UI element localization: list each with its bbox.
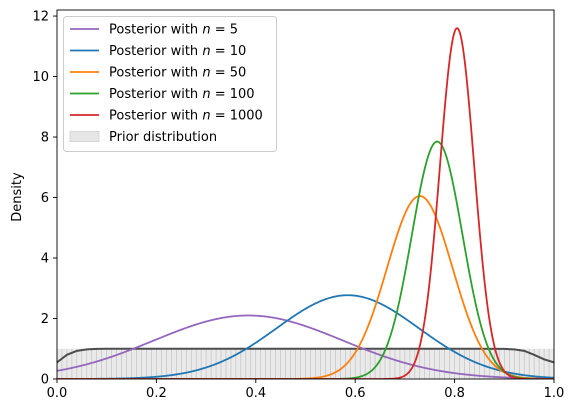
legend-label: Posterior with n = 100 xyxy=(109,87,255,102)
legend: Posterior with n = 5 Posterior with n = 1… xyxy=(63,16,277,152)
y-axis-label: Density xyxy=(10,172,25,222)
y-tick-label: 6 xyxy=(41,191,49,206)
posterior-line-n-100 xyxy=(57,140,554,379)
posterior-line-n-1000 xyxy=(57,27,554,379)
legend-label: Posterior with n = 50 xyxy=(109,66,246,81)
legend-box xyxy=(63,16,277,152)
y-tick-label: 8 xyxy=(41,131,49,146)
axes-frame xyxy=(56,9,555,380)
y-tick-label: 10 xyxy=(32,70,49,85)
legend-label: Posterior with n = 10 xyxy=(109,44,246,59)
y-tick-label: 12 xyxy=(32,10,49,25)
posterior-line-n-10 xyxy=(57,294,554,379)
x-tick-label: 0.8 xyxy=(444,386,465,401)
prior-hatch xyxy=(61,348,550,379)
y-tick-label: 0 xyxy=(41,373,49,388)
x-tick-label: 0.0 xyxy=(47,386,68,401)
legend-prior-swatch xyxy=(69,131,100,142)
x-tick-label: 0.4 xyxy=(245,386,266,401)
legend-label: Posterior with n = 5 xyxy=(109,23,238,38)
y-tick-label: 4 xyxy=(41,252,49,267)
axes: 0.0 0.2 0.4 0.6 0.8 1.0 0 2 4 6 8 10 12 xyxy=(32,10,564,401)
legend-label: Prior distribution xyxy=(109,130,217,145)
prior-line xyxy=(56,347,555,364)
posterior-line-n-5 xyxy=(57,314,554,379)
x-tick-label: 0.6 xyxy=(345,386,366,401)
y-tick-label: 2 xyxy=(41,312,49,327)
x-tick-label: 1.0 xyxy=(544,386,565,401)
legend-label: Posterior with n = 1000 xyxy=(109,109,263,124)
x-tick-label: 0.2 xyxy=(146,386,167,401)
